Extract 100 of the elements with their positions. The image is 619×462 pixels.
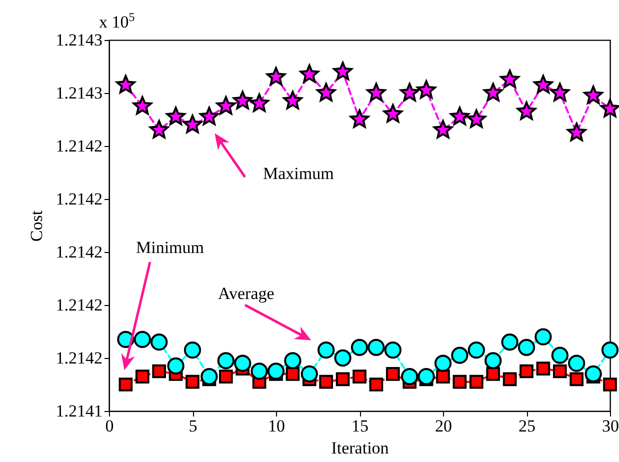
point [550, 82, 570, 102]
point [267, 362, 285, 380]
point [584, 365, 602, 382]
point [483, 82, 503, 102]
point [336, 372, 350, 386]
point [167, 357, 184, 375]
point [150, 334, 168, 351]
point [286, 366, 300, 381]
point [500, 70, 520, 88]
y-axis-title: Cost [26, 210, 46, 242]
point [433, 120, 453, 138]
point [568, 354, 586, 372]
point [284, 352, 302, 370]
point [234, 354, 252, 372]
note-text: Maximum [263, 164, 334, 184]
point [200, 106, 219, 126]
y-tick-label: 1.2142 [56, 136, 102, 156]
point [536, 362, 550, 376]
point [149, 120, 169, 138]
y-tick-label: 1.2142 [56, 296, 102, 314]
point [283, 90, 302, 110]
point [250, 94, 269, 112]
y-tick-label: 1.2142 [56, 190, 102, 208]
point [369, 378, 384, 392]
point [534, 74, 553, 94]
x-axis-title: Iteration [331, 438, 390, 458]
point [518, 338, 536, 356]
point [584, 86, 603, 104]
point [182, 114, 202, 134]
point [452, 374, 467, 389]
point [516, 101, 536, 120]
point [316, 82, 336, 102]
y-tick-label: 1.2141 [56, 402, 102, 420]
point [350, 338, 368, 356]
point [184, 341, 202, 359]
point [436, 370, 450, 384]
point [132, 96, 152, 115]
point [116, 74, 136, 94]
point [468, 341, 485, 359]
note-text: Minimum [136, 238, 204, 258]
point [350, 109, 370, 128]
point [266, 67, 286, 86]
point [600, 98, 619, 118]
point [401, 368, 418, 386]
x-tick-label: 15 [352, 416, 368, 436]
point [418, 368, 435, 386]
y-tick-label: 1.2142 [56, 348, 102, 368]
point [386, 366, 400, 381]
point [217, 352, 234, 370]
point [383, 104, 403, 123]
point [551, 346, 568, 364]
point [166, 106, 186, 126]
point [384, 341, 402, 359]
point [484, 352, 502, 370]
point [434, 354, 452, 372]
point [486, 366, 500, 381]
point [416, 80, 436, 99]
point [552, 364, 567, 378]
point [319, 374, 334, 389]
point [186, 374, 200, 389]
point [134, 330, 151, 348]
point [118, 378, 133, 392]
y-tick-label: 1.2142 [56, 242, 102, 262]
point [368, 338, 385, 356]
point [502, 372, 517, 386]
x-tick-label: 25 [518, 416, 536, 436]
point [135, 370, 150, 384]
point [601, 341, 619, 359]
point [366, 82, 386, 102]
y-tick-label: 1.2143 [56, 30, 102, 50]
point [334, 349, 352, 367]
point [451, 346, 468, 364]
x-tick-label: 5 [188, 416, 198, 436]
point [300, 64, 320, 83]
point [469, 374, 484, 389]
point [250, 362, 268, 380]
point [566, 122, 586, 142]
x-tick-label: 10 [268, 416, 285, 436]
point [318, 341, 335, 359]
point [300, 365, 318, 382]
point [450, 106, 470, 126]
point [352, 370, 366, 384]
point [501, 334, 518, 351]
note-text: x 10$^{5}$ [99, 10, 135, 33]
x-tick-label: 30 [602, 416, 619, 436]
note-text: Average [218, 284, 274, 304]
point [534, 328, 552, 346]
point [216, 96, 236, 115]
x-tick-label: 0 [105, 416, 114, 436]
point [603, 378, 617, 392]
point [466, 109, 486, 128]
point [570, 372, 584, 386]
point [400, 82, 420, 102]
point [152, 364, 166, 378]
point [333, 62, 352, 80]
point [232, 90, 252, 110]
point [218, 370, 233, 384]
point [200, 368, 218, 386]
point [520, 364, 534, 378]
x-tick-label: 20 [435, 416, 452, 436]
